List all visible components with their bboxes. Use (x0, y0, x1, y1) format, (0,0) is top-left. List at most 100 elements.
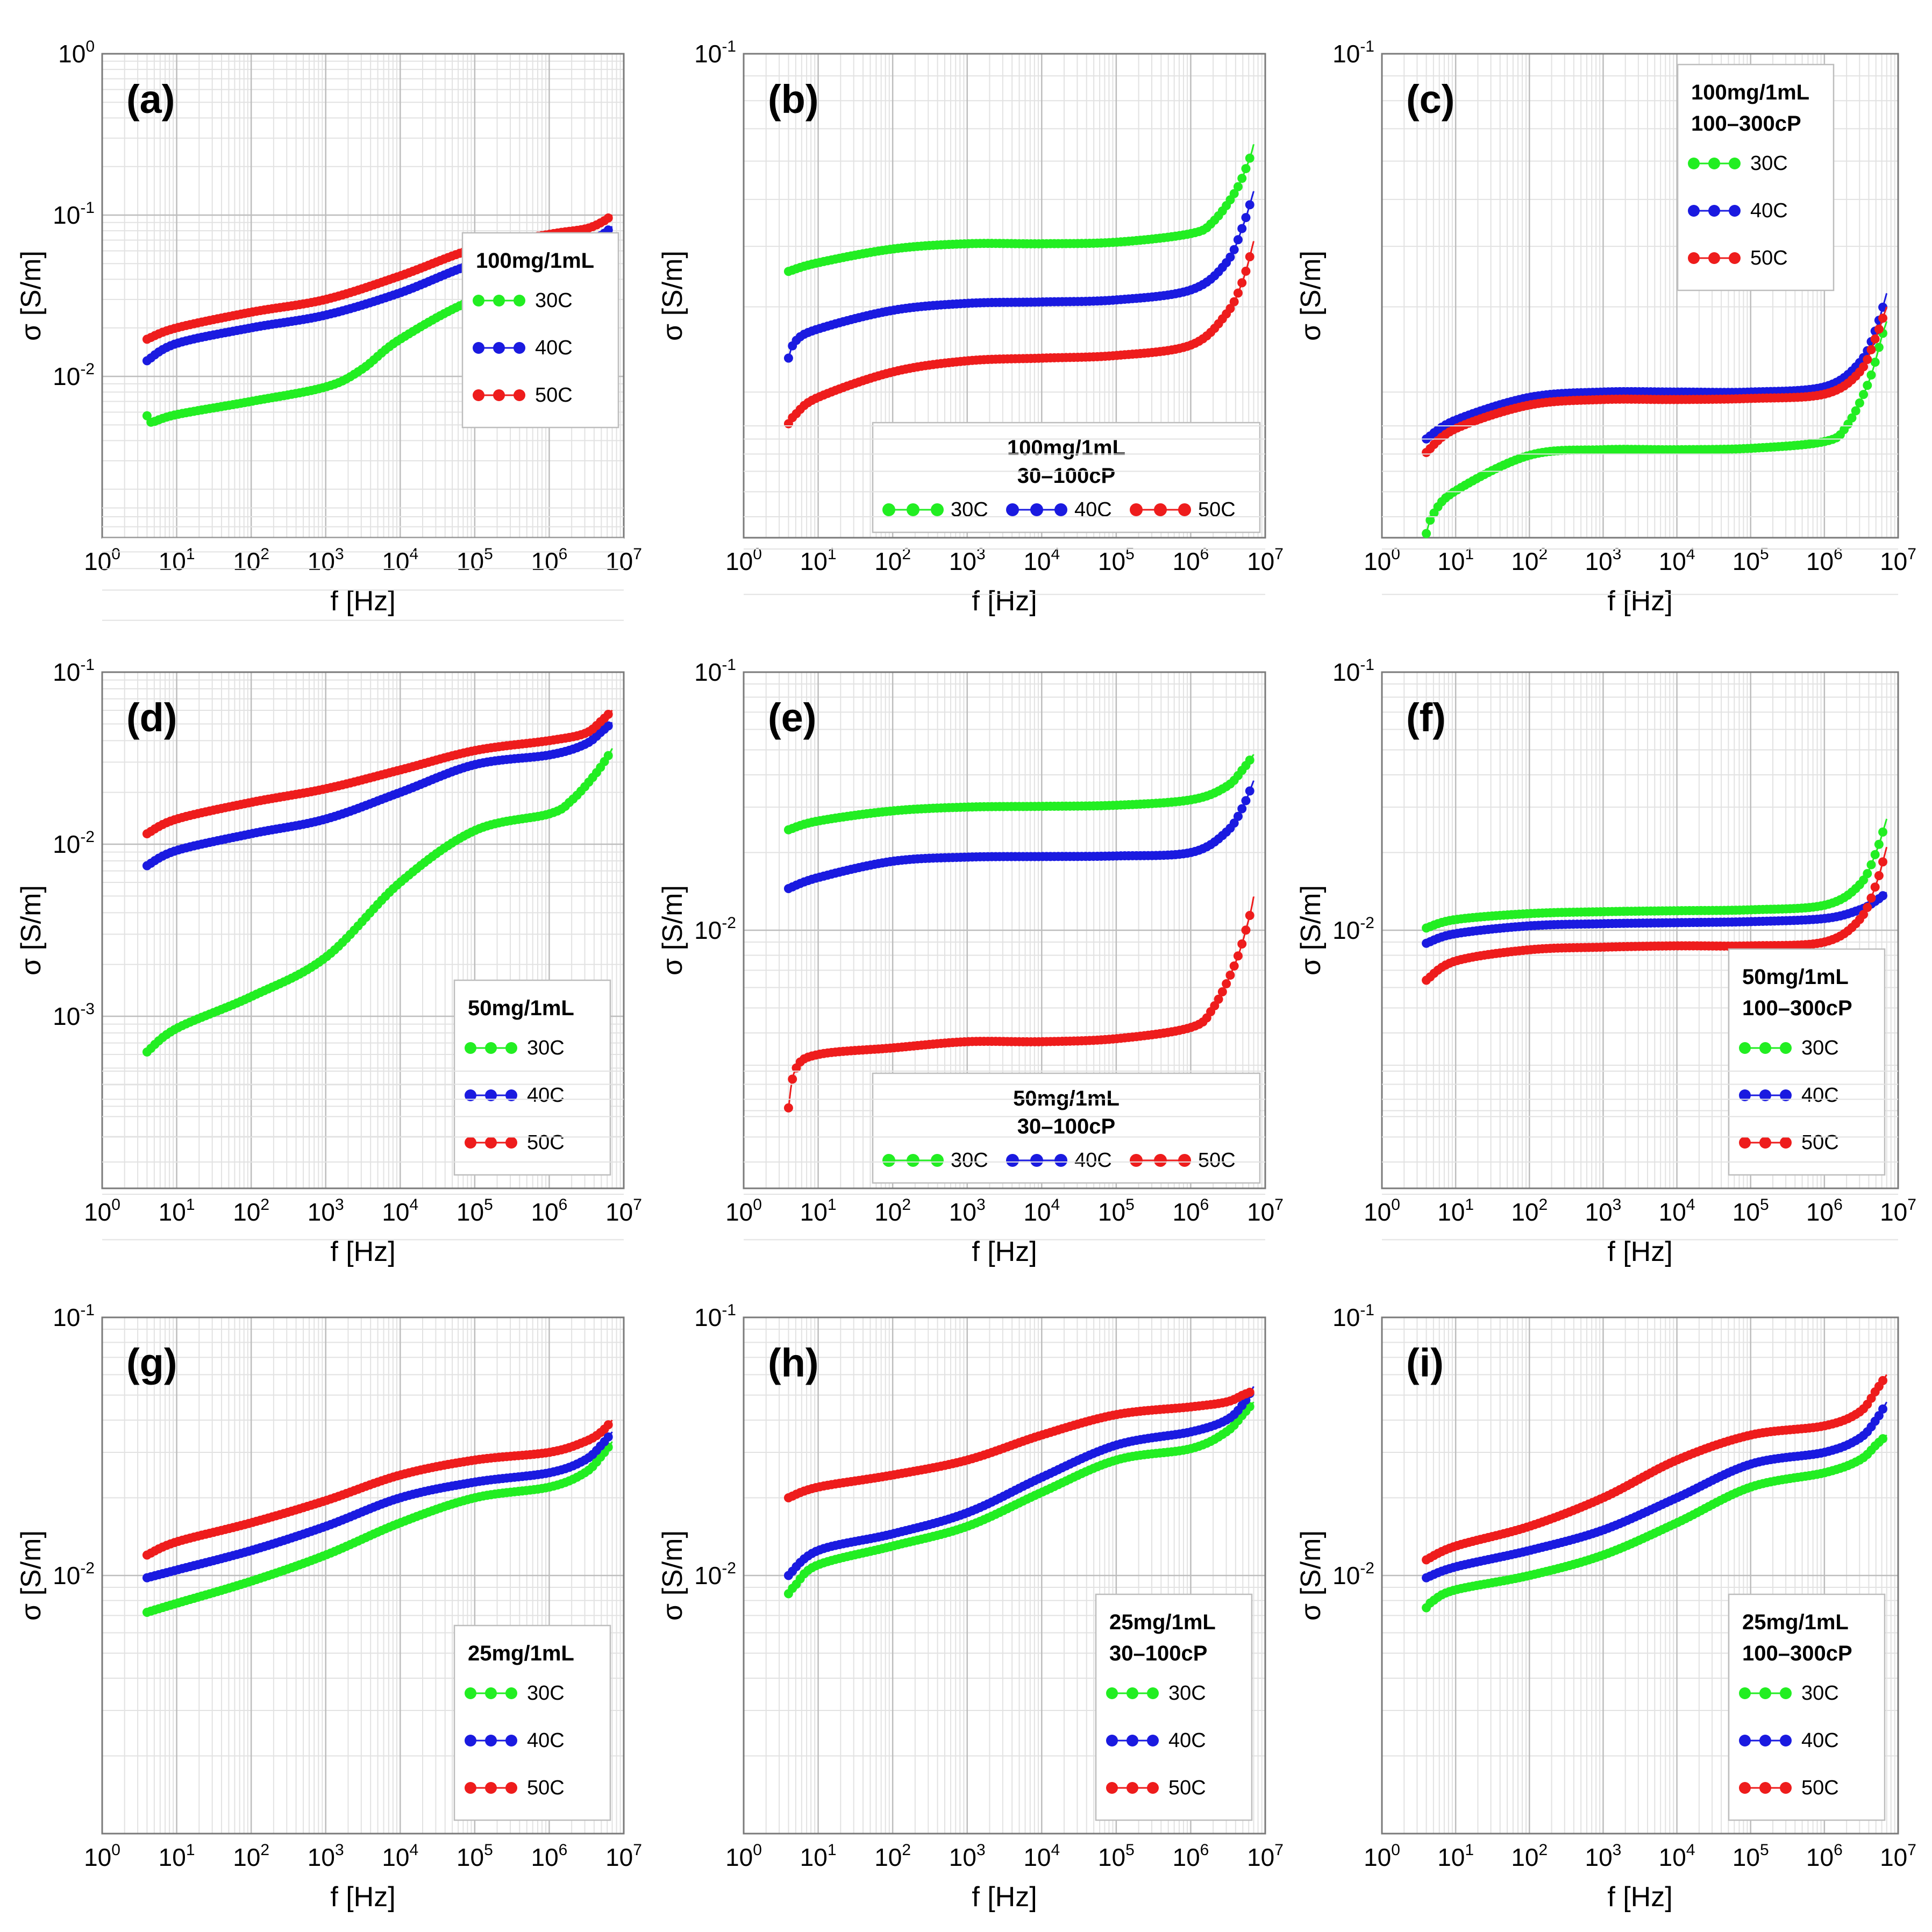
panel-label: (d) (126, 695, 177, 740)
legend-entry: 40C (1074, 1149, 1112, 1172)
x-tick-label: 105 (1733, 1196, 1769, 1226)
legend-marker (465, 1042, 476, 1054)
x-tick-label: 107 (1880, 1196, 1916, 1226)
legend-marker (514, 295, 525, 306)
data-point (1233, 235, 1243, 245)
y-tick-label: 10-1 (53, 199, 95, 229)
data-point (1863, 381, 1872, 390)
legend-marker (1147, 1735, 1159, 1746)
data-point (1245, 252, 1254, 262)
x-tick-label: 104 (382, 1841, 418, 1871)
data-point (1878, 827, 1888, 837)
x-tick-label: 100 (1364, 1196, 1400, 1226)
data-point (1245, 153, 1254, 163)
panel-label: (i) (1406, 1341, 1444, 1385)
legend-marker (1708, 252, 1720, 264)
legend-marker (907, 503, 919, 516)
x-tick-label: 103 (949, 1196, 986, 1226)
x-tick-label: 106 (531, 1841, 567, 1871)
y-tick-label: 10-1 (1332, 1301, 1374, 1331)
legend-marker (1130, 1154, 1143, 1167)
y-tick-label: 10-1 (694, 656, 736, 686)
x-tick-label: 107 (605, 1841, 642, 1871)
data-point (1874, 839, 1884, 849)
y-axis-label: σ [S/m] (16, 885, 47, 975)
data-point (1233, 288, 1243, 298)
x-tick-label: 102 (233, 1196, 269, 1226)
legend-marker (1708, 205, 1720, 217)
data-point (1870, 358, 1880, 367)
legend-entry: 50C (1801, 1777, 1839, 1799)
panel-g: 100 101 102 103 104 105 106 107 10-2 10-1 f [Hz] σ … (16, 1070, 642, 1913)
legend-marker (1006, 503, 1019, 516)
legend-marker (1780, 1137, 1792, 1149)
data-point (1859, 390, 1869, 400)
x-tick-label: 101 (800, 545, 837, 575)
x-tick-label: 101 (159, 1196, 195, 1226)
x-axis-label: f [Hz] (330, 1881, 395, 1913)
legend-entry: 40C (527, 1729, 565, 1752)
data-point (1878, 313, 1888, 323)
legend-marker (505, 1782, 517, 1794)
legend-title: 100–300cP (1742, 1642, 1852, 1665)
legend-marker (1106, 1735, 1118, 1746)
data-point (1878, 1376, 1888, 1386)
y-tick-label: 10-2 (53, 828, 95, 858)
data-point (1241, 164, 1251, 174)
legend-marker (465, 1137, 476, 1149)
legend-marker (493, 295, 505, 306)
legend-marker (1106, 1782, 1118, 1794)
legend-marker (1729, 252, 1741, 264)
x-tick-label: 102 (1511, 545, 1548, 575)
y-tick-label: 10-1 (53, 1301, 95, 1331)
legend-marker (1147, 1782, 1159, 1794)
data-point (1866, 370, 1876, 380)
data-point (1851, 406, 1860, 416)
legend-marker (1739, 1137, 1751, 1149)
legend-marker (907, 1154, 919, 1167)
legend-marker (465, 1782, 476, 1794)
series-30C (1422, 320, 1888, 538)
x-axis-label: f [Hz] (972, 1881, 1037, 1913)
x-tick-label: 102 (874, 545, 911, 575)
y-axis-label: σ [S/m] (657, 885, 688, 975)
legend-entry: 50C (1198, 1149, 1236, 1172)
data-point (603, 213, 613, 223)
legend-marker (1759, 1782, 1771, 1794)
y-tick-label: 10-2 (53, 1559, 95, 1589)
legend-entry: 50C (1168, 1777, 1206, 1799)
legend: 100mg/1mL 30C 40C 50C (461, 232, 619, 429)
series-30C (783, 144, 1254, 276)
plot-area (1381, 53, 1899, 539)
legend-title: 25mg/1mL (1109, 1610, 1216, 1634)
legend-entry: 40C (1168, 1729, 1206, 1752)
x-tick-label: 107 (1880, 545, 1916, 575)
data-point (1866, 345, 1876, 354)
panel-h: 100 101 102 103 104 105 106 107 10-2 10-1 f [Hz] σ … (657, 1070, 1284, 1913)
y-tick-label: 10-3 (53, 1000, 95, 1030)
legend-entry: 30C (1750, 152, 1788, 175)
legend-marker (1154, 1154, 1167, 1167)
legend-marker (473, 295, 484, 306)
x-tick-label: 101 (800, 1196, 837, 1226)
x-tick-label: 106 (531, 545, 567, 575)
legend-entry: 30C (1801, 1682, 1839, 1705)
x-tick-label: 103 (308, 1196, 344, 1226)
x-tick-label: 105 (1098, 1841, 1135, 1871)
legend-marker (505, 1735, 517, 1746)
legend: 100mg/1mL 100–300cP 30C 40C 50C (1677, 63, 1835, 291)
legend-title: 25mg/1mL (468, 1642, 574, 1665)
data-point (1245, 786, 1254, 796)
x-tick-label: 102 (1511, 1841, 1548, 1871)
x-axis-label: f [Hz] (330, 586, 395, 617)
legend-title: 100–300cP (1742, 996, 1852, 1020)
data-point (1241, 213, 1251, 223)
x-tick-label: 106 (1806, 545, 1843, 575)
y-tick-label: 10-2 (694, 914, 736, 944)
legend-title: 100–300cP (1691, 112, 1801, 136)
legend-marker (1780, 1782, 1792, 1794)
legend-entry: 50C (535, 384, 573, 407)
x-tick-label: 102 (874, 1196, 911, 1226)
data-point (1225, 971, 1235, 980)
